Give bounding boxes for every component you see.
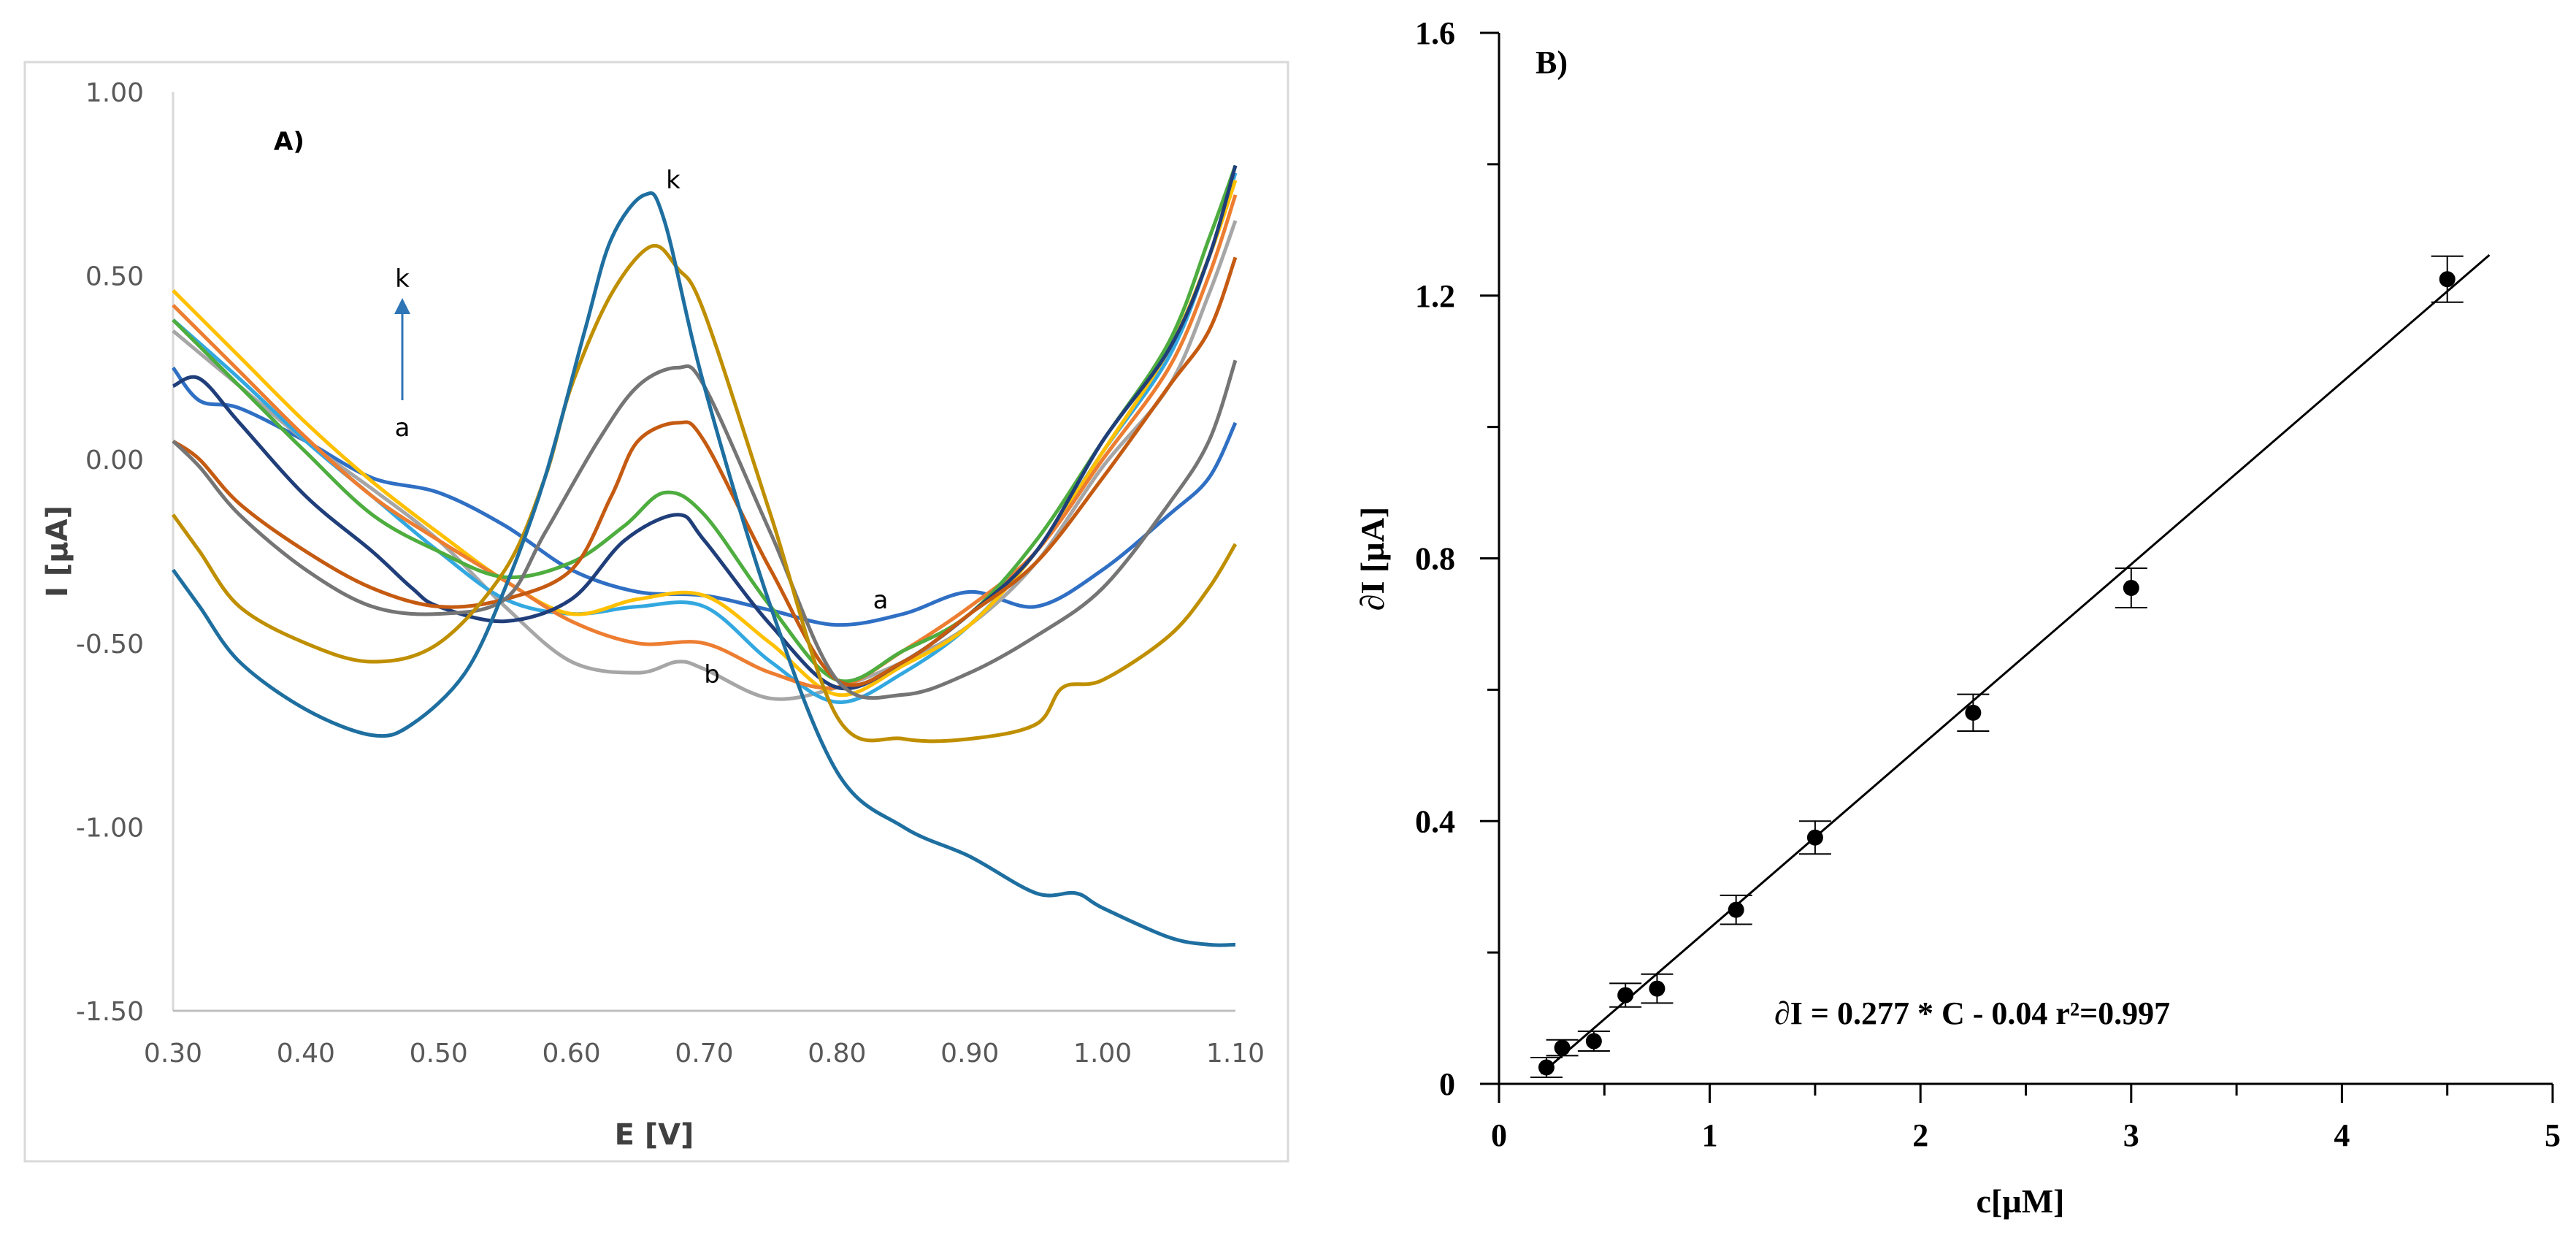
panel-a-y-tick-label: 0.00 [85,446,144,475]
panel-b-x-tick-label: 5 [2545,1117,2561,1153]
panel-b-points [1530,255,2464,1079]
panel-b: 0 0.4 0.8 1.2 1.6 0 1 2 3 4 5 B) c[µM] ∂I [µA] ∂I… [1354,15,2561,1220]
panel-b-y-ticks: 0 0.4 0.8 1.2 1.6 [1415,15,1499,1102]
voltammogram-h [172,256,1238,687]
panel-a-y-tick-label: -0.50 [76,630,144,660]
panel-b-y-tick-label: 0.4 [1415,803,1455,839]
curve-label-k: k [666,166,681,195]
voltammogram-j [171,243,1238,744]
panel-b-equation: ∂I = 0.277 * C - 0.04 r²=0.997 [1774,995,2170,1031]
data-point [1617,987,1634,1004]
panel-a-arrow-bottom-label: a [395,413,410,443]
panel-b-x-tick-label: 0 [1491,1117,1507,1153]
curve-label-a: a [873,586,889,615]
voltammogram-d [172,179,1238,697]
panel-a-x-label: E [V] [615,1118,694,1152]
data-point [1538,1059,1555,1076]
panel-a-y-tick-label: 0.50 [85,262,144,292]
panel-a-x-tick-label: 0.80 [808,1039,866,1069]
panel-b-y-label: ∂I [µA] [1354,507,1391,611]
panel-a-curves [171,164,1238,947]
panel-b-y-tick-label: 0.8 [1415,541,1455,577]
panel-a-y-tick-label: -1.50 [76,997,144,1027]
panel-b-title: B) [1536,45,1568,80]
data-point [1585,1033,1602,1050]
panel-b-y-tick-label: 1.6 [1415,15,1455,51]
panel-b-y-tick-label: 0 [1439,1066,1455,1102]
panel-a-arrow-top-label: k [395,264,410,294]
panel-b-x-label: c[µM] [1977,1182,2065,1220]
panel-b-fit-line [1540,253,2491,1075]
panel-b-x-ticks: 0 1 2 3 4 5 [1491,1084,2561,1153]
voltammogram-i [172,359,1238,700]
panel-a-x-tick-label: 1.00 [1073,1039,1132,1069]
panel-a-x-tick-label: 0.50 [410,1039,468,1069]
panel-b-x-tick-label: 4 [2334,1117,2350,1153]
data-point [2439,271,2456,288]
panel-a-x-tick-labels: 0.30 0.40 0.50 0.60 0.70 0.80 0.90 1.00 1.10 [144,1039,1265,1069]
data-point [1965,704,1982,721]
regression-line [1540,253,2491,1075]
panel-a-x-tick-label: 0.30 [144,1039,202,1069]
panel-a: 1.00 0.50 0.00 -0.50 -1.00 -1.50 0.30 0.40 0.50… [23,61,1289,1163]
panel-b-x-tick-label: 1 [1702,1117,1718,1153]
panel-a-y-tick-labels: 1.00 0.50 0.00 -0.50 -1.00 -1.50 [76,78,144,1027]
voltammogram-g [172,164,1238,691]
panel-a-x-tick-label: 0.70 [675,1039,733,1069]
panel-a-y-tick-label: -1.00 [76,813,144,843]
panel-a-arrow-head-icon [394,298,410,314]
panel-a-x-tick-label: 0.60 [543,1039,601,1069]
panel-b-y-tick-label: 1.2 [1415,278,1455,314]
voltammogram-b [172,220,1238,701]
panel-a-y-tick-label: 1.00 [85,78,144,108]
data-point [2123,579,2139,596]
voltammogram-k [171,191,1236,947]
data-point [1728,901,1744,918]
panel-b-x-tick-label: 3 [2123,1117,2139,1153]
curve-label-b: b [704,660,720,689]
data-point [1554,1039,1571,1056]
data-point [1649,980,1665,997]
panel-a-x-tick-label: 1.10 [1206,1039,1265,1069]
data-point [1806,829,1823,846]
voltammogram-e [172,194,1238,690]
panel-b-x-tick-label: 2 [1912,1117,1928,1153]
panel-a-y-label: I [µA] [41,505,74,597]
panel-a-x-tick-label: 0.90 [940,1039,999,1069]
panel-a-frame [23,61,1289,1163]
panel-a-title: A) [274,127,304,156]
panel-a-x-tick-label: 0.40 [277,1039,335,1069]
